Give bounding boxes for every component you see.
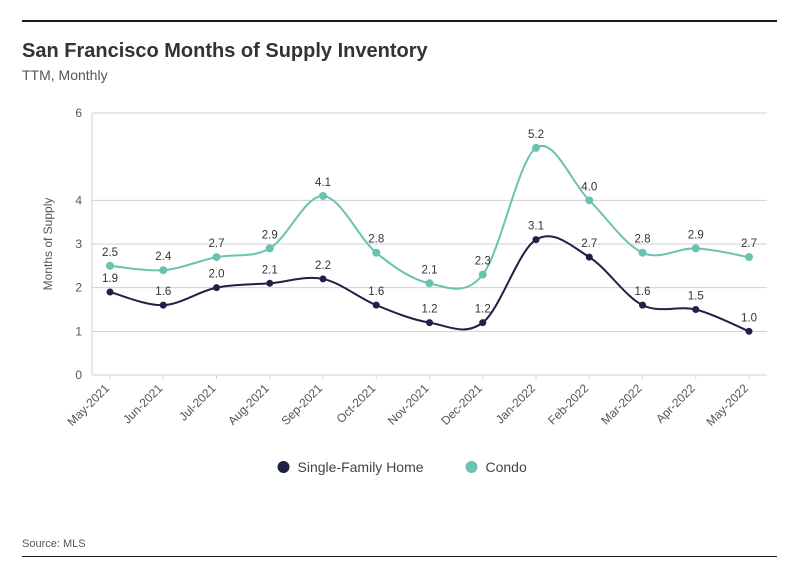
x-tick-label: Apr-2022 (653, 381, 698, 426)
series-marker-0 (320, 275, 327, 282)
series-marker-1 (745, 253, 753, 261)
bottom-rule (22, 556, 777, 557)
data-label-0: 2.1 (262, 264, 278, 276)
y-axis-label: Months of Supply (41, 198, 55, 291)
data-label-1: 2.4 (155, 251, 172, 263)
data-label-0: 2.7 (581, 238, 597, 250)
series-marker-0 (213, 284, 220, 291)
data-label-0: 1.2 (422, 304, 438, 316)
data-label-0: 1.5 (688, 291, 704, 303)
source-value: MLS (63, 538, 86, 550)
x-tick-label: Feb-2022 (545, 381, 591, 427)
data-label-1: 2.9 (262, 229, 278, 241)
data-label-1: 2.7 (741, 238, 757, 250)
x-tick-label: May-2022 (703, 381, 751, 429)
series-marker-1 (266, 244, 274, 252)
x-tick-label: Jun-2021 (120, 381, 166, 427)
series-marker-0 (266, 280, 273, 287)
data-label-1: 2.3 (475, 256, 491, 268)
series-marker-1 (585, 196, 593, 204)
data-label-1: 2.7 (209, 238, 225, 250)
x-tick-label: Jul-2021 (176, 381, 219, 424)
source-label: Source: (22, 538, 60, 550)
chart-subtitle: TTM, Monthly (22, 67, 777, 83)
data-label-1: 2.1 (422, 264, 438, 276)
series-marker-1 (372, 249, 380, 257)
series-marker-1 (532, 144, 540, 152)
data-label-0: 1.6 (635, 286, 651, 298)
y-tick-label: 4 (75, 193, 82, 207)
data-label-1: 5.2 (528, 129, 544, 141)
data-label-0: 1.9 (102, 273, 118, 285)
series-marker-0 (373, 302, 380, 309)
series-marker-0 (160, 302, 167, 309)
data-label-0: 1.6 (155, 286, 171, 298)
series-marker-0 (426, 319, 433, 326)
top-rule (22, 20, 777, 22)
series-marker-1 (159, 266, 167, 274)
series-marker-1 (319, 192, 327, 200)
x-tick-label: Oct-2021 (334, 381, 379, 426)
series-marker-1 (426, 279, 434, 287)
data-label-0: 1.2 (475, 304, 491, 316)
data-label-0: 3.1 (528, 221, 544, 233)
series-marker-0 (746, 328, 753, 335)
x-tick-label: Dec-2021 (438, 381, 485, 428)
x-tick-label: Nov-2021 (385, 381, 432, 428)
x-tick-label: Aug-2021 (225, 381, 272, 428)
y-tick-label: 1 (75, 324, 82, 338)
data-label-0: 2.0 (209, 269, 225, 281)
line-chart: 0 1 2 3 4 6 Months of Supply May-2021Jun-2021Ju… (22, 95, 777, 485)
legend-swatch (466, 461, 478, 473)
data-label-1: 2.8 (635, 234, 651, 246)
series-marker-1 (692, 244, 700, 252)
legend-label: Single-Family Home (298, 459, 424, 475)
series-marker-1 (479, 271, 487, 279)
series-marker-1 (106, 262, 114, 270)
data-label-1: 4.0 (581, 181, 597, 193)
x-tick-label: Mar-2022 (598, 381, 644, 427)
legend-swatch (278, 461, 290, 473)
series-marker-1 (213, 253, 221, 261)
y-tick-label: 3 (75, 237, 82, 251)
data-label-1: 2.5 (102, 247, 118, 259)
x-tick-label: May-2021 (64, 381, 112, 429)
data-label-1: 4.1 (315, 177, 331, 189)
y-tick-label: 6 (75, 106, 82, 120)
source-text: Source: MLS (22, 538, 777, 550)
series-marker-0 (479, 319, 486, 326)
data-label-0: 2.2 (315, 260, 331, 272)
chart-title: San Francisco Months of Supply Inventory (22, 40, 777, 63)
x-tick-label: Jan-2022 (493, 381, 539, 427)
series-marker-0 (107, 289, 114, 296)
series-marker-1 (639, 249, 647, 257)
series-marker-0 (586, 254, 593, 261)
data-label-1: 2.8 (368, 234, 384, 246)
legend-label: Condo (486, 459, 527, 475)
data-label-0: 1.6 (368, 286, 384, 298)
y-tick-label: 2 (75, 281, 82, 295)
data-label-0: 1.0 (741, 312, 757, 324)
data-label-1: 2.9 (688, 229, 704, 241)
series-marker-0 (692, 306, 699, 313)
x-tick-label: Sep-2021 (278, 381, 325, 428)
series-marker-0 (533, 236, 540, 243)
y-tick-label: 0 (75, 368, 82, 382)
series-marker-0 (639, 302, 646, 309)
